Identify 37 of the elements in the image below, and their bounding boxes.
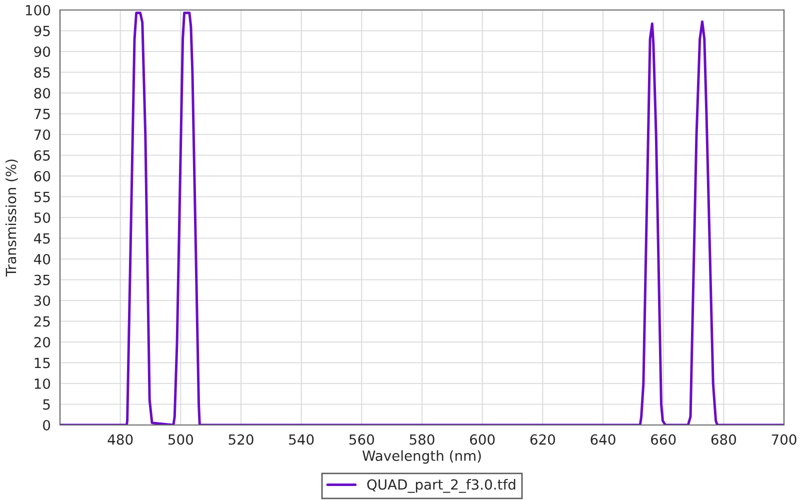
y-tick-label: 90 bbox=[34, 46, 50, 57]
x-tick-label: 700 bbox=[772, 434, 796, 445]
y-tick-label: 35 bbox=[34, 274, 50, 286]
x-axis-title: Wavelength (nm) bbox=[362, 450, 481, 464]
y-tick-label: 95 bbox=[34, 26, 50, 36]
y-tick-label: 25 bbox=[34, 316, 50, 327]
y-tick-label: 40 bbox=[34, 254, 50, 264]
y-tick-label: 0 bbox=[43, 420, 50, 430]
y-tick-label: 50 bbox=[34, 212, 50, 223]
x-tick-label: 620 bbox=[530, 434, 555, 445]
y-tick-label: 55 bbox=[34, 192, 50, 202]
x-tick-label: 520 bbox=[228, 434, 254, 445]
x-tick-label: 540 bbox=[289, 434, 314, 445]
x-tick-label: 500 bbox=[168, 434, 193, 445]
y-tick-label: 65 bbox=[34, 150, 50, 161]
x-tick-label: 600 bbox=[470, 434, 495, 445]
x-tick-label: 640 bbox=[590, 434, 616, 445]
y-axis-title: Transmission (%) bbox=[5, 160, 18, 277]
x-tick-label: 660 bbox=[651, 434, 676, 445]
x-tick-label: 560 bbox=[349, 434, 374, 445]
y-tick-label: 30 bbox=[34, 295, 50, 306]
x-tick-label: 480 bbox=[108, 434, 133, 445]
y-tick-label: 85 bbox=[34, 67, 50, 78]
legend-label: QUAD_part_2_f3.0.tfd bbox=[367, 479, 516, 493]
y-tick-label: 60 bbox=[34, 170, 50, 182]
y-tick-label: 5 bbox=[43, 399, 50, 410]
x-tick-label: 580 bbox=[410, 434, 434, 445]
x-tick-label: 680 bbox=[711, 434, 736, 445]
y-tick-label: 45 bbox=[34, 233, 50, 244]
line-series bbox=[60, 12, 784, 425]
y-tick-label: 10 bbox=[34, 378, 50, 389]
y-tick-label: 100 bbox=[26, 4, 50, 16]
y-tick-label: 20 bbox=[34, 336, 50, 348]
y-tick-label: 15 bbox=[34, 358, 50, 368]
y-tick-label: 80 bbox=[34, 88, 50, 98]
y-tick-label: 75 bbox=[34, 108, 50, 120]
y-tick-label: 70 bbox=[34, 129, 50, 140]
